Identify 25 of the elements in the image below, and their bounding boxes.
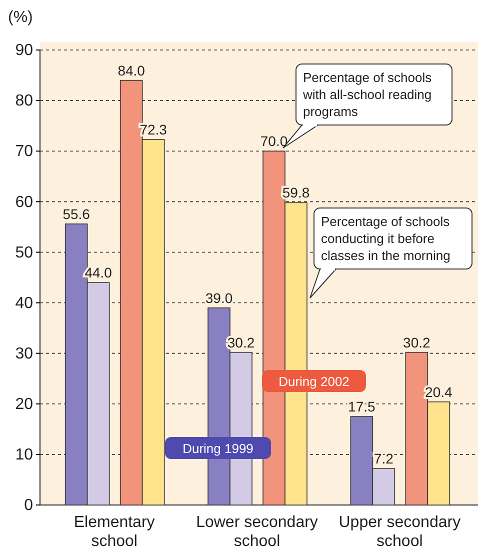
data-label: 84.0 [118,62,146,78]
x-tick-label: Lower secondary school [196,514,318,550]
y-tick-label: 60 [15,194,34,211]
y-tick-label: 40 [15,294,34,312]
data-label: 70.0 [260,133,288,150]
y-tick-label: 10 [15,446,34,464]
data-label: 55.6 [62,206,90,222]
y-tick-label: 0 [24,497,34,514]
annotation: Percentage of schools conducting it before classes in the morning [321,214,450,263]
y-tick-label: 80 [15,92,34,110]
data-label: 7.2 [374,450,394,467]
x-tick-label: Upper secondary school [338,514,461,550]
data-label: 39.0 [205,290,233,306]
x-tick-label: Elementary school [74,514,155,550]
y-tick-label: 90 [15,42,34,60]
annotation: Percentage of schools with all-school reading programs [302,70,432,119]
data-label: 30.2 [403,334,431,350]
y-tick-label: 50 [15,244,34,262]
y-axis-title: (%) [8,9,33,26]
annotation: During 2002 [278,374,350,389]
y-tick-label: 20 [15,396,34,414]
y-tick-label: 30 [15,345,34,362]
data-label: 17.5 [348,398,376,415]
y-tick-label: 70 [15,143,34,160]
annotation: During 1999 [182,441,254,456]
